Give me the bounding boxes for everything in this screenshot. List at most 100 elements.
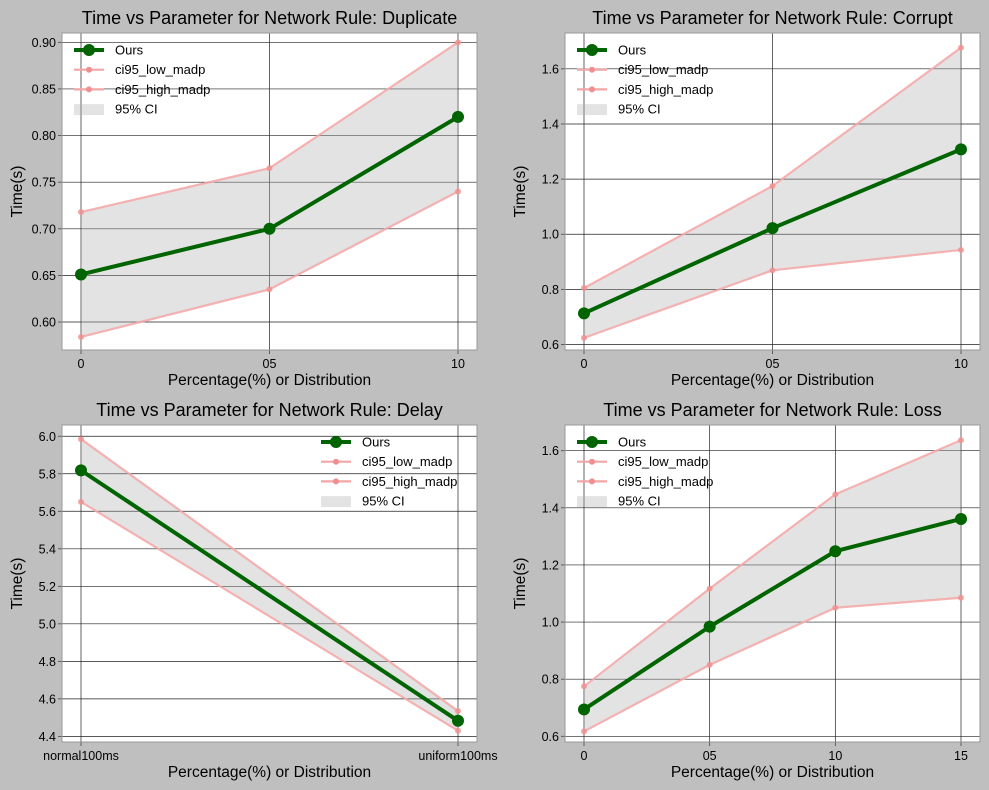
ci-band bbox=[81, 42, 458, 337]
y-tick-label: 1.2 bbox=[542, 558, 559, 572]
legend-swatch-band bbox=[577, 496, 607, 508]
legend-ci95-high-madp-label: ci95_high_madp bbox=[618, 82, 713, 97]
legend-95-ci-label: 95% CI bbox=[618, 102, 661, 117]
data-point-ci95-high-madp bbox=[581, 284, 587, 291]
x-tick-label: 0 bbox=[581, 749, 588, 763]
legend-swatch-marker bbox=[586, 44, 598, 56]
y-tick-label: 5.2 bbox=[39, 580, 56, 594]
legend-ours-label: Ours bbox=[618, 43, 647, 58]
x-tick-label: 15 bbox=[954, 749, 968, 763]
series-line-ci95-high-madp bbox=[583, 439, 962, 688]
x-tick-label: 05 bbox=[263, 357, 277, 371]
data-point-ci95-high-madp bbox=[455, 708, 461, 715]
y-tick-label: 4.4 bbox=[39, 730, 56, 744]
y-tick-label: 1.2 bbox=[542, 173, 559, 187]
data-point-ci95-high-madp bbox=[832, 491, 839, 498]
data-point-ci95-low-madp bbox=[455, 188, 461, 195]
plot-frame bbox=[61, 32, 478, 351]
legend-swatch-marker bbox=[86, 86, 92, 93]
data-point-ours bbox=[75, 268, 87, 281]
chart-panel-2: 0.6 0.8 1.0 1.2 1.4 1.6 0 05 10 Time vs Parameter… bbox=[512, 8, 981, 389]
x-axis-label: Percentage(%) or Distribution bbox=[168, 372, 371, 389]
chart-title: Time vs Parameter for Network Rule: Corr… bbox=[592, 8, 952, 28]
x-axis-label: Percentage(%) or Distribution bbox=[168, 764, 371, 781]
legend: Ours ci95_low_madp ci95_high_madp 95% CI bbox=[577, 435, 713, 509]
data-point-ci95-low-madp bbox=[706, 661, 713, 668]
legend-swatch-marker bbox=[589, 66, 595, 73]
legend-ci95-low-madp-label: ci95_low_madp bbox=[115, 62, 205, 77]
legend-ci95-high-madp-label: ci95_high_madp bbox=[618, 474, 713, 489]
chart-panel-4: 0.6 0.8 1.0 1.2 1.4 1.6 0 05 10 15 Time vs Paramet… bbox=[512, 400, 981, 781]
plot-frame bbox=[564, 424, 981, 743]
legend-swatch-marker bbox=[330, 436, 342, 448]
x-axis-label: Percentage(%) or Distribution bbox=[671, 764, 874, 781]
data-point-ci95-high-madp bbox=[581, 683, 587, 690]
y-tick-label: 0.6 bbox=[542, 338, 559, 352]
chart-panel-1: 0.60 0.65 0.70 0.75 0.80 0.85 0.90 0 05 10 Time vs… bbox=[9, 8, 478, 389]
y-tick-label: 0.6 bbox=[542, 730, 559, 744]
x-tick-label: uniform100ms bbox=[418, 749, 497, 763]
legend-ci95-high-madp-label: ci95_high_madp bbox=[362, 474, 457, 489]
legend-swatch-marker bbox=[589, 478, 595, 485]
y-tick-label: 1.6 bbox=[542, 62, 559, 76]
y-tick-label: 1.4 bbox=[542, 501, 559, 515]
y-tick-label: 0.8 bbox=[542, 283, 559, 297]
legend: Ours ci95_low_madp ci95_high_madp 95% CI bbox=[577, 43, 713, 117]
y-axis-label: Time(s) bbox=[9, 166, 26, 218]
legend-ci95-low-madp-label: ci95_low_madp bbox=[362, 454, 452, 469]
data-point-ci95-low-madp bbox=[832, 604, 839, 611]
x-tick-label: 0 bbox=[78, 357, 85, 371]
x-tick-label: 0 bbox=[581, 357, 588, 371]
data-point-ours bbox=[452, 714, 464, 727]
legend-95-ci-label: 95% CI bbox=[362, 494, 405, 509]
y-tick-label: 5.8 bbox=[39, 467, 56, 481]
y-tick-label: 0.65 bbox=[32, 269, 56, 283]
ci-band bbox=[584, 47, 961, 338]
legend-swatch-marker bbox=[83, 44, 95, 56]
legend-ci95-low-madp-label: ci95_low_madp bbox=[618, 62, 708, 77]
x-tick-label: 10 bbox=[828, 749, 842, 763]
legend-swatch-marker bbox=[86, 66, 92, 73]
y-tick-label: 5.6 bbox=[39, 505, 56, 519]
data-point-ci95-high-madp bbox=[706, 585, 713, 592]
y-tick-label: 5.4 bbox=[39, 542, 56, 556]
data-point-ci95-low-madp bbox=[266, 286, 273, 293]
series-line-ours bbox=[582, 517, 962, 712]
y-tick-label: 4.6 bbox=[39, 692, 56, 706]
y-tick-label: 1.6 bbox=[542, 444, 559, 458]
data-point-ci95-low-madp bbox=[769, 267, 776, 274]
legend-ours-label: Ours bbox=[618, 435, 647, 450]
series-line-ci95-low-madp bbox=[80, 500, 459, 732]
x-tick-label: 10 bbox=[451, 357, 465, 371]
data-point-ci95-high-madp bbox=[958, 44, 964, 51]
legend-swatch-marker bbox=[589, 458, 595, 465]
y-tick-label: 6.0 bbox=[39, 430, 56, 444]
data-point-ci95-high-madp bbox=[769, 182, 776, 189]
legend-swatch-marker bbox=[333, 478, 339, 485]
series-line-ours bbox=[79, 468, 460, 723]
data-point-ci95-high-madp bbox=[266, 165, 273, 172]
data-point-ours bbox=[578, 307, 590, 320]
y-tick-label: 0.80 bbox=[32, 129, 56, 143]
data-point-ours bbox=[766, 222, 779, 235]
ci-band bbox=[584, 440, 961, 732]
data-point-ours bbox=[955, 512, 967, 525]
legend: Ours ci95_low_madp ci95_high_madp 95% CI bbox=[321, 435, 457, 509]
chart-title: Time vs Parameter for Network Rule: Loss bbox=[603, 400, 941, 420]
legend-95-ci-label: 95% CI bbox=[618, 494, 661, 509]
legend-ci95-low-madp-label: ci95_low_madp bbox=[618, 454, 708, 469]
legend-swatch-band bbox=[321, 496, 351, 508]
series-line-ci95-high-madp bbox=[80, 438, 459, 712]
data-point-ci95-high-madp bbox=[455, 39, 461, 46]
y-tick-label: 0.8 bbox=[542, 673, 559, 687]
plot-frame bbox=[564, 32, 981, 351]
x-tick-label: normal100ms bbox=[43, 749, 119, 763]
data-point-ci95-low-madp bbox=[581, 728, 587, 735]
y-tick-label: 0.70 bbox=[32, 222, 56, 236]
data-point-ci95-low-madp bbox=[958, 594, 964, 601]
legend: Ours ci95_low_madp ci95_high_madp 95% CI bbox=[74, 43, 210, 117]
legend-swatch-marker bbox=[333, 458, 339, 465]
y-tick-label: 4.8 bbox=[39, 655, 56, 669]
data-point-ci95-low-madp bbox=[581, 334, 587, 341]
